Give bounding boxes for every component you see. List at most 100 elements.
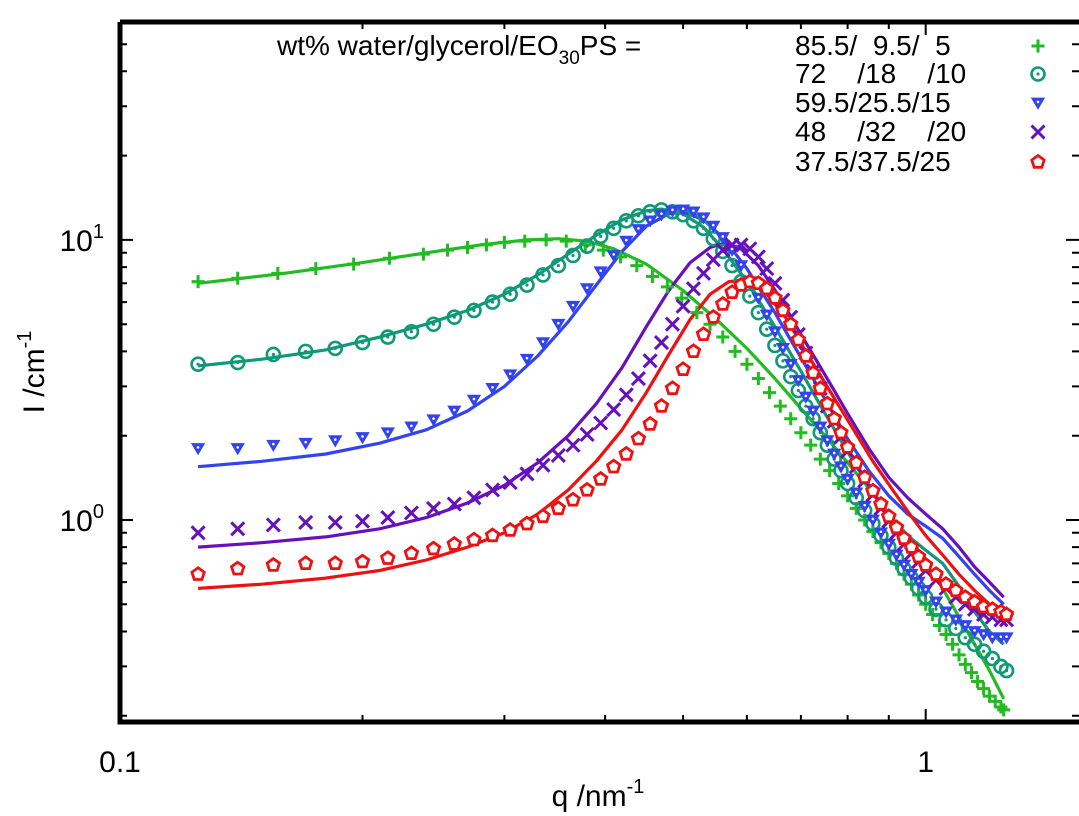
data-point	[751, 372, 765, 386]
data-point	[896, 559, 912, 572]
data-point	[630, 430, 647, 446]
data-point	[759, 261, 775, 277]
data-point	[596, 243, 610, 257]
data-point	[832, 477, 846, 490]
data-point	[999, 632, 1014, 645]
data-point	[606, 401, 622, 418]
data-point	[380, 427, 395, 440]
data-point	[715, 242, 731, 258]
data-point	[327, 555, 344, 570]
data-point	[605, 220, 622, 237]
legend-marker	[1030, 124, 1046, 140]
y-axis-label: I /cm-1	[14, 331, 51, 414]
data-point	[790, 331, 807, 347]
data-point	[503, 369, 518, 382]
data-point	[466, 302, 482, 319]
data-point	[758, 280, 775, 296]
legend-entry: 72 /18 /10	[795, 58, 1046, 89]
data-point	[881, 538, 896, 551]
data-point	[479, 238, 493, 252]
legend-entry: 48 /32 /20	[795, 116, 1046, 147]
data-point	[840, 473, 855, 486]
data-point	[966, 636, 983, 653]
data-point	[265, 556, 282, 572]
data-point	[403, 323, 420, 340]
data-point	[911, 576, 926, 589]
y-tick-label: 101	[60, 221, 105, 258]
data-point	[579, 426, 595, 443]
data-point	[856, 469, 873, 484]
data-point	[839, 438, 856, 454]
axis-ticks	[119, 21, 1079, 722]
data-point	[265, 346, 282, 363]
data-point	[618, 445, 635, 461]
data-point	[827, 448, 842, 461]
legend-label: 37.5/37.5/25	[795, 146, 951, 177]
legend-marker	[1030, 66, 1046, 82]
data-point	[485, 383, 500, 396]
data-point	[733, 237, 749, 253]
data-point	[550, 257, 567, 274]
data-point	[791, 375, 806, 388]
axis-titles: q /nm-1 I /cm-1	[14, 331, 644, 813]
data-point	[938, 575, 954, 591]
data-point	[425, 540, 442, 556]
data-point	[354, 553, 371, 569]
data-point	[297, 555, 314, 570]
data-point	[696, 212, 711, 225]
data-point	[784, 412, 798, 426]
series-5	[190, 273, 1015, 622]
data-point	[813, 452, 827, 466]
data-point	[630, 259, 644, 273]
data-point	[775, 302, 791, 318]
data-point	[379, 550, 396, 565]
data-point	[660, 280, 674, 294]
data-point	[783, 358, 798, 371]
data-point	[265, 517, 281, 533]
data-point	[535, 457, 551, 473]
data-point	[426, 414, 441, 427]
data-point	[380, 329, 396, 345]
data-point	[967, 626, 982, 639]
x-tick-label: 0.1	[99, 746, 141, 779]
data-point	[705, 308, 722, 324]
data-point	[579, 283, 595, 296]
data-point	[297, 343, 314, 360]
data-point	[593, 266, 608, 279]
data-point	[642, 215, 658, 228]
data-point	[230, 521, 246, 537]
data-point	[880, 508, 897, 524]
data-point	[904, 568, 919, 582]
data-point	[425, 500, 442, 516]
data-point	[466, 531, 482, 547]
data-point	[484, 294, 501, 310]
data-point	[984, 650, 1001, 667]
data-point	[664, 380, 681, 396]
series-4	[190, 237, 1015, 628]
data-point	[833, 424, 849, 440]
data-point	[497, 235, 511, 249]
data-point	[812, 380, 829, 396]
data-point	[354, 334, 371, 351]
data-point	[782, 315, 799, 331]
data-point	[559, 234, 573, 248]
data-point	[565, 491, 581, 507]
data-point	[928, 596, 944, 609]
y-tick-label: 100	[60, 501, 105, 538]
data-point	[298, 437, 313, 451]
data-point	[592, 470, 609, 486]
data-point	[873, 495, 889, 511]
data-point	[759, 309, 774, 322]
data-point	[971, 675, 985, 689]
data-point	[833, 461, 849, 474]
data-point	[695, 326, 712, 341]
data-point	[946, 637, 960, 651]
data-point	[631, 224, 646, 237]
data-point	[484, 527, 501, 543]
data-point	[958, 657, 972, 671]
data-point	[327, 340, 344, 357]
data-point	[826, 410, 843, 426]
data-point	[441, 243, 455, 257]
data-point	[190, 525, 206, 541]
data-point	[502, 475, 518, 491]
